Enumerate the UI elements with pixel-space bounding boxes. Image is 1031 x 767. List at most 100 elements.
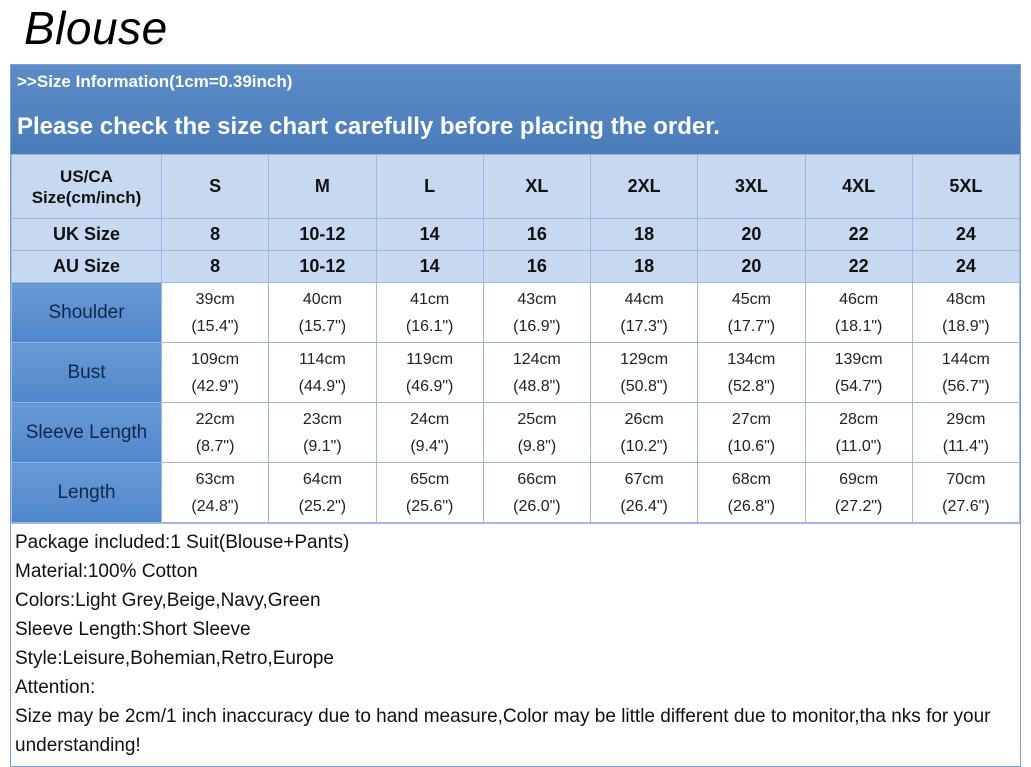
measurement-cell: 44cm (17.3") (589, 282, 699, 343)
size-header-cell: 3XL (697, 154, 806, 219)
size-header-cell: XL (482, 154, 592, 219)
size-table: US/CA Size(cm/inch) S M L XL 2XL 3XL 4XL 5XL UK… (11, 154, 1021, 523)
measurement-inch: (48.8") (513, 377, 561, 395)
au-size-cell: 24 (911, 250, 1021, 283)
measurement-inch: (15.4") (191, 317, 239, 335)
measurement-cell: 65cm (25.6") (375, 462, 484, 523)
measurement-cell: 28cm (11.0") (804, 402, 913, 463)
measurement-cell: 46cm (18.1") (804, 282, 913, 343)
uk-size-label: UK Size (11, 218, 162, 251)
au-size-cell: 8 (160, 250, 270, 283)
measurement-cm: 46cm (839, 290, 879, 308)
note-line: Package included:1 Suit(Blouse+Pants) (15, 532, 350, 553)
measurement-cm: 44cm (624, 290, 664, 308)
measurement-cell: 144cm (56.7") (911, 342, 1021, 403)
measurement-inch: (27.6") (942, 497, 990, 515)
measurement-inch: (10.2") (620, 437, 668, 455)
measurement-inch: (11.4") (942, 437, 990, 455)
uk-size-cell: 18 (589, 218, 699, 251)
size-info-banner: >>Size Information(1cm=0.39inch) Please … (11, 65, 1020, 154)
measurement-inch: (17.7") (727, 317, 776, 335)
measurement-inch: (26.0") (513, 497, 561, 515)
measurement-inch: (25.2") (298, 497, 347, 515)
measurement-cm: 64cm (302, 470, 342, 488)
measurement-cm: 129cm (620, 350, 669, 368)
measurement-inch: (11.0") (835, 437, 882, 455)
measurement-cm: 70cm (946, 470, 986, 488)
note-line: Colors:Light Grey,Beige,Navy,Green (15, 590, 321, 611)
measurement-cm: 45cm (731, 290, 771, 308)
measurement-inch: (44.9") (298, 377, 347, 395)
measurement-cm: 40cm (302, 290, 342, 308)
measurement-cm: 24cm (410, 410, 450, 428)
measurement-row: Shoulder 39cm (15.4") 40cm (15.7") 41cm (16.1"… (11, 282, 1021, 343)
page-title: Blouse (24, 2, 168, 54)
size-header-cell: 2XL (589, 154, 699, 219)
uk-size-row: UK Size 8 10-12 14 16 18 20 22 24 (11, 218, 1021, 251)
au-size-cell: 10-12 (268, 250, 377, 283)
size-header-cell: S (160, 154, 270, 219)
measurement-cm: 124cm (512, 350, 561, 368)
size-header-row: US/CA Size(cm/inch) S M L XL 2XL 3XL 4XL 5XL (11, 154, 1021, 219)
measurement-cm: 134cm (727, 350, 776, 368)
measurement-inch: (25.6") (405, 497, 454, 515)
note-line: Material:100% Cotton (15, 561, 198, 582)
au-size-cell: 14 (375, 250, 484, 283)
measurement-cell: 66cm (26.0") (482, 462, 592, 523)
measurement-cell: 23cm (9.1") (268, 402, 377, 463)
size-header-cell: 5XL (911, 154, 1021, 219)
au-size-label: AU Size (11, 250, 162, 283)
uk-size-cell: 8 (160, 218, 270, 251)
measurement-inch: (18.1") (834, 317, 883, 335)
au-size-row: AU Size 8 10-12 14 16 18 20 22 24 (11, 250, 1021, 283)
measurement-cell: 39cm (15.4") (160, 282, 270, 343)
measurement-inch: (16.9") (513, 317, 561, 335)
measurement-cell: 129cm (50.8") (589, 342, 699, 403)
measurement-cell: 48cm (18.9") (911, 282, 1021, 343)
uk-size-cell: 22 (804, 218, 913, 251)
measurement-cell: 70cm (27.6") (911, 462, 1021, 523)
measurement-inch: (16.1") (405, 317, 454, 335)
measurement-label: Length (11, 462, 162, 523)
size-chart: >>Size Information(1cm=0.39inch) Please … (10, 64, 1021, 767)
measurement-inch: (18.9") (942, 317, 990, 335)
measurement-cell: 64cm (25.2") (268, 462, 377, 523)
measurement-cm: 63cm (195, 470, 235, 488)
measurement-label: Sleeve Length (11, 402, 162, 463)
measurement-cell: 139cm (54.7") (804, 342, 913, 403)
measurement-inch: (10.6") (727, 437, 776, 455)
au-size-cell: 22 (804, 250, 913, 283)
measurement-cell: 67cm (26.4") (589, 462, 699, 523)
measurement-cm: 27cm (731, 410, 771, 428)
measurement-cell: 22cm (8.7") (160, 402, 270, 463)
size-check-notice: Please check the size chart carefully be… (17, 113, 720, 140)
measurement-cm: 43cm (517, 290, 557, 308)
measurement-cm: 29cm (946, 410, 986, 428)
measurement-cm: 23cm (302, 410, 342, 428)
measurement-cell: 43cm (16.9") (482, 282, 592, 343)
measurement-cm: 26cm (624, 410, 664, 428)
measurement-cell: 29cm (11.4") (911, 402, 1021, 463)
measurement-label: Shoulder (11, 282, 162, 343)
measurement-inch: (9.1") (303, 437, 342, 455)
au-size-cell: 18 (589, 250, 699, 283)
note-line: Size may be 2cm/1 inch inaccuracy due to… (15, 706, 991, 756)
note-line: Attention: (15, 677, 96, 698)
measurement-cm: 114cm (298, 350, 346, 368)
measurement-cm: 66cm (517, 470, 557, 488)
measurement-cell: 40cm (15.7") (268, 282, 377, 343)
measurement-cm: 67cm (624, 470, 664, 488)
measurement-inch: (9.4") (410, 437, 449, 455)
measurement-row: Length 63cm (24.8") 64cm (25.2") 65cm (25.6") 6… (11, 462, 1021, 523)
uk-size-cell: 10-12 (268, 218, 377, 251)
measurement-cell: 45cm (17.7") (697, 282, 806, 343)
measurement-cell: 25cm (9.8") (482, 402, 592, 463)
size-header-cell: L (375, 154, 484, 219)
au-size-cell: 16 (482, 250, 592, 283)
measurement-cm: 39cm (195, 290, 235, 308)
measurement-cell: 109cm (42.9") (160, 342, 270, 403)
measurement-inch: (26.4") (620, 497, 668, 515)
note-line: Sleeve Length:Short Sleeve (15, 619, 251, 640)
measurement-cell: 26cm (10.2") (589, 402, 699, 463)
measurement-cm: 68cm (731, 470, 771, 488)
